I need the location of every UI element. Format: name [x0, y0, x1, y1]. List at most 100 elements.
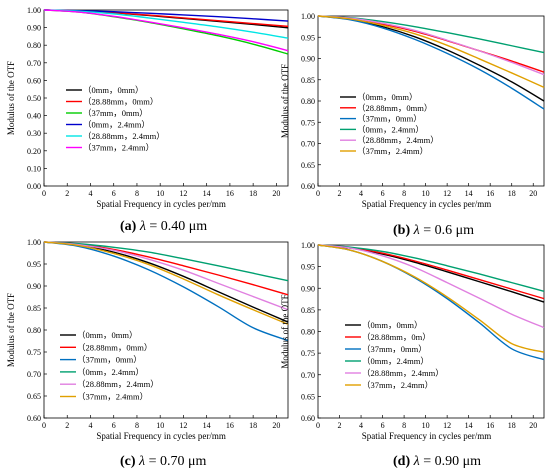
y-tick-label: 0.70: [301, 140, 315, 149]
x-tick-label: 12: [179, 189, 187, 198]
y-tick-label: 0.90: [301, 55, 315, 64]
chart-panel-c: 0 2 4 6 8 10 12 14 16 18 20 0.60 0.65 0.70 0.75 0.80 0.8…: [6, 238, 289, 441]
series-line-5: [43, 9, 289, 39]
y-tick-label: 0.80: [27, 326, 41, 335]
y-tick-label: 0.60: [301, 414, 315, 423]
legend: （0mm，0mm）（28.88mm，0mm）（37mm，0mm）（0mm，2.4…: [60, 330, 159, 402]
x-tick-label: 0: [42, 189, 46, 198]
x-tick-label: 18: [249, 421, 257, 430]
legend-entry: （37mm，2.4mm）: [362, 380, 433, 390]
x-axis-label: Spatial Frequency in cycles per/mm: [362, 199, 491, 209]
y-tick-label: 1.00: [301, 12, 315, 21]
y-tick-label: 0.85: [301, 76, 315, 85]
panel-caption-c: (c) λ = 0.70 μm: [120, 454, 207, 469]
y-axis-label: Modulus of the OTF: [6, 293, 16, 367]
series-line-2: [317, 15, 545, 73]
y-tick-label: 1.00: [301, 241, 315, 250]
caption-value: = 0.70 μm: [145, 454, 206, 469]
x-tick-label: 8: [135, 189, 139, 198]
legend-entry: （0mm，2.4mm）: [83, 120, 150, 130]
x-tick-label: 2: [338, 421, 342, 430]
x-tick-label: 16: [226, 189, 234, 198]
x-tick-label: 0: [42, 421, 46, 430]
panel-caption-a: (a) λ = 0.40 μm: [120, 219, 207, 234]
series-line-3: [43, 241, 289, 342]
y-tick-label: 0.90: [27, 24, 41, 33]
y-tick-label: 0.60: [301, 182, 315, 191]
y-axis-label: Modulus of the OTF: [280, 64, 290, 138]
caption-symbol: λ: [138, 454, 145, 469]
legend-entry: （37mm，0mm）: [362, 344, 427, 354]
x-tick-label: 6: [112, 421, 116, 430]
y-axis-label: Modulus of the OTF: [6, 61, 16, 135]
y-tick-label: 0.85: [301, 306, 315, 315]
y-tick-label: 0.75: [27, 348, 41, 357]
y-tick-label: 0.75: [301, 349, 315, 358]
legend-entry: （28.88mm，2.4mm）: [83, 131, 165, 141]
legend-entry: （0mm，2.4mm）: [357, 124, 424, 134]
series-line-4: [43, 241, 289, 282]
y-tick-label: 0.65: [301, 161, 315, 170]
x-tick-label: 16: [486, 421, 494, 430]
y-tick-label: 0.85: [27, 304, 41, 313]
x-tick-label: 2: [65, 189, 69, 198]
series-line-5: [317, 15, 545, 76]
y-tick-label: 0.60: [27, 76, 41, 85]
legend-entry: （37mm，2.4mm）: [357, 146, 428, 156]
caption-letter: (c): [120, 454, 136, 469]
x-tick-label: 14: [203, 189, 211, 198]
x-tick-label: 8: [402, 421, 406, 430]
caption-symbol: λ: [413, 454, 420, 469]
x-tick-label: 18: [508, 421, 516, 430]
y-tick-label: 0.75: [301, 118, 315, 127]
y-tick-label: 0.95: [301, 33, 315, 42]
series-line-1: [317, 15, 545, 102]
x-tick-label: 8: [402, 189, 406, 198]
caption-value: = 0.40 μm: [146, 219, 207, 234]
x-tick-label: 0: [316, 189, 320, 198]
legend: （0mm，0mm）（28.88mm，0mm）（37mm，0mm）（0mm，2.4…: [66, 85, 165, 153]
chart-panel-a: 0 2 4 6 8 10 12 14 16 18 20 0.00 0.10 0.20 0.30 0.40 0.5…: [6, 6, 289, 209]
legend-entry: （28.88mm，2.4mm）: [77, 379, 159, 389]
chart-panel-d: 0 2 4 6 8 10 12 14 16 18 20 0.60 0.65 0.70 0.75 0.80 0.8…: [280, 241, 545, 441]
y-tick-label: 0.80: [301, 97, 315, 106]
y-tick-label: 0.90: [27, 282, 41, 291]
x-tick-label: 4: [359, 421, 363, 430]
legend-entry: （28.88mm，2.4mm）: [362, 368, 444, 378]
series-line-2: [43, 241, 289, 296]
y-tick-label: 1.00: [27, 238, 41, 247]
series-line-6: [43, 241, 289, 325]
x-tick-label: 16: [226, 421, 234, 430]
x-tick-label: 2: [65, 421, 69, 430]
x-tick-label: 6: [381, 421, 385, 430]
series-line-4: [317, 15, 545, 54]
plot-frame: [43, 9, 289, 187]
x-tick-label: 20: [529, 421, 537, 430]
y-tick-label: 0.30: [27, 129, 41, 138]
x-tick-label: 6: [381, 189, 385, 198]
x-tick-label: 16: [486, 189, 494, 198]
x-tick-label: 14: [465, 189, 473, 198]
y-tick-label: 0.95: [301, 263, 315, 272]
x-tick-label: 8: [135, 421, 139, 430]
y-tick-label: 0.40: [27, 112, 41, 121]
x-tick-label: 14: [203, 421, 211, 430]
x-tick-label: 20: [529, 189, 537, 198]
series-line-6: [317, 244, 545, 353]
x-tick-label: 0: [316, 421, 320, 430]
legend: （0mm，0mm） （28.88mm，0m） （37mm，0mm） （0mm，2.4m…: [345, 320, 444, 390]
y-tick-label: 0.00: [27, 182, 41, 191]
series-line-6: [317, 15, 545, 89]
series-line-1: [317, 244, 545, 303]
x-tick-label: 12: [443, 421, 451, 430]
y-tick-label: 0.70: [301, 371, 315, 380]
y-tick-label: 0.90: [301, 284, 315, 293]
x-tick-label: 12: [179, 421, 187, 430]
y-tick-label: 0.50: [27, 94, 41, 103]
series-line-4: [317, 244, 545, 292]
legend: （0mm，0mm）（28.88mm，0mm）（37mm，0mm）（0mm，2.4…: [340, 92, 439, 156]
caption-letter: (a): [120, 219, 137, 234]
legend-entry: （0mm，0mm）: [77, 330, 137, 340]
plot-frame: [317, 244, 545, 419]
